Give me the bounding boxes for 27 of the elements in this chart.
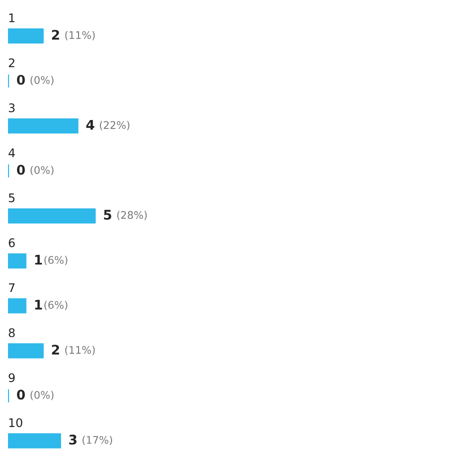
y-tick-label: 8 [8,328,15,338]
bar [8,343,44,358]
data-label: 1(6%) [35,254,68,266]
y-tick-label: 7 [8,283,14,292]
bar [8,208,96,224]
bar [8,433,62,448]
y-tick-label: 10 [9,418,22,428]
bar [8,118,78,134]
y-tick-label: 1 [9,14,14,22]
data-label: 0 (0%) [16,390,54,400]
data-label: 0 (0%) [16,74,54,86]
y-tick-label: 4 [8,148,15,158]
data-label: 5 (28%) [104,210,147,220]
data-label: 2 (11%) [52,30,95,40]
data-label: 1(6%) [35,300,68,310]
data-label: 0 (0%) [16,164,54,176]
y-tick-label: 2 [8,58,14,68]
y-tick-label: 9 [8,373,15,382]
data-label: 2 (11%) [52,344,95,356]
data-label: 3 (17%) [69,434,112,446]
y-tick-label: 6 [8,238,15,248]
y-tick-label: 3 [8,103,15,112]
bar [8,298,26,314]
y-tick-label: 5 [8,193,14,202]
data-label: 4 (22%) [86,120,130,130]
bar [8,28,44,44]
bar [8,253,26,268]
